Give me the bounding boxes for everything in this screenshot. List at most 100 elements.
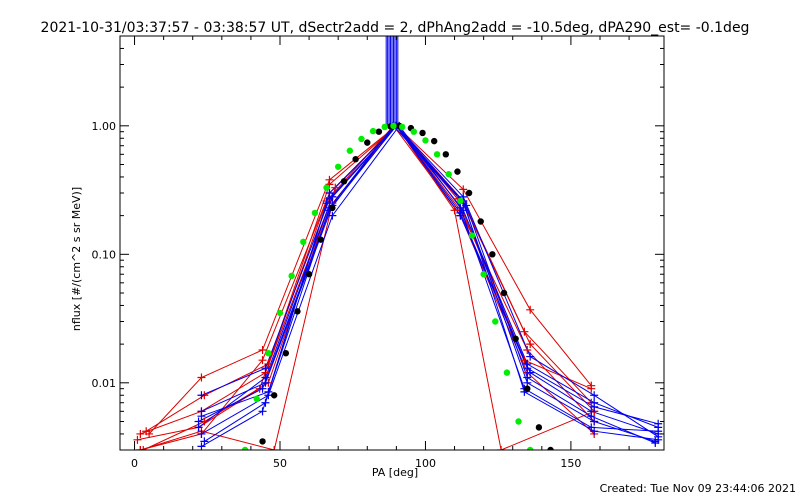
data-point-plus xyxy=(523,364,532,373)
data-point-dot xyxy=(358,135,365,143)
data-point-dot xyxy=(503,369,511,376)
data-point-plus xyxy=(459,185,468,194)
data-point-plus xyxy=(258,384,267,393)
data-point-plus xyxy=(270,446,279,450)
data-point-dot xyxy=(311,209,319,217)
data-point-plus xyxy=(197,373,206,382)
x-tick-label: 150 xyxy=(560,457,581,470)
y-tick-label: 1.00 xyxy=(92,120,117,133)
data-point-dot xyxy=(454,168,461,175)
data-point-dot xyxy=(259,438,266,445)
data-point-plus xyxy=(261,398,270,407)
series-line xyxy=(201,124,659,435)
data-point-dot xyxy=(535,424,543,431)
data-point-plus xyxy=(261,373,270,382)
x-tick-label: 50 xyxy=(273,457,287,470)
data-point-plus xyxy=(197,412,206,421)
data-point-plus xyxy=(197,442,206,450)
data-point-dot xyxy=(500,289,508,297)
x-tick-label: 100 xyxy=(415,457,436,470)
data-point-plus xyxy=(456,208,465,217)
data-point-dot xyxy=(422,137,429,144)
y-axis-label: nflux [#/(cm^2 s sr MeV)] xyxy=(70,187,83,331)
data-point-plus xyxy=(520,327,529,336)
data-point-plus xyxy=(590,427,599,436)
data-point-dot xyxy=(477,218,484,225)
data-point-plus xyxy=(136,446,145,450)
data-point-dot xyxy=(398,123,406,131)
data-point-plus xyxy=(264,387,273,396)
data-point-dot xyxy=(547,446,554,450)
data-point-dot xyxy=(489,251,496,258)
data-point-plus xyxy=(526,340,535,349)
data-point-dot xyxy=(445,171,452,178)
data-point-plus xyxy=(654,435,663,444)
series-line xyxy=(198,125,656,442)
data-point-plus xyxy=(590,391,599,400)
data-point-dot xyxy=(468,232,476,239)
data-point-plus xyxy=(523,346,532,355)
data-point-plus xyxy=(523,373,532,382)
data-point-dot xyxy=(265,349,272,357)
plot-frame xyxy=(119,35,665,451)
chart-title: 2021-10-31/03:37:57 - 03:38:57 UT, dSect… xyxy=(41,20,750,36)
data-point-dot xyxy=(329,204,336,212)
series-line xyxy=(201,125,659,441)
data-point-plus xyxy=(142,427,151,436)
data-point-dot xyxy=(492,318,499,325)
series-line xyxy=(148,125,592,435)
data-point-plus xyxy=(526,305,535,314)
data-point-plus xyxy=(587,381,596,390)
data-point-plus xyxy=(197,429,206,438)
data-point-dot xyxy=(364,139,371,146)
data-point-dot xyxy=(253,395,260,403)
data-point-dot xyxy=(282,349,290,357)
data-point-dot xyxy=(323,184,330,191)
data-point-dot xyxy=(457,197,464,205)
data-point-dot xyxy=(442,151,450,158)
data-point-plus xyxy=(328,192,337,201)
data-point-plus xyxy=(133,435,142,444)
data-point-dot xyxy=(390,122,397,130)
data-point-plus xyxy=(497,446,506,450)
data-point-dot xyxy=(276,309,284,317)
data-point-dot xyxy=(305,271,313,278)
created-timestamp: Created: Tue Nov 09 23:44:06 2021 xyxy=(600,482,796,495)
data-point-dot xyxy=(340,178,348,185)
data-point-plus xyxy=(654,419,663,428)
data-point-plus xyxy=(590,402,599,411)
data-point-dot xyxy=(512,335,519,343)
data-point-dot xyxy=(375,128,383,135)
data-point-plus xyxy=(587,412,596,421)
data-point-dot xyxy=(270,392,278,399)
x-tick-label: 0 xyxy=(131,457,138,470)
data-point-plus xyxy=(136,429,145,438)
data-point-plus xyxy=(258,407,267,416)
data-point-plus xyxy=(197,391,206,400)
series-line xyxy=(140,125,595,450)
plot-marks xyxy=(133,36,663,450)
data-point-plus xyxy=(264,360,273,369)
series-line xyxy=(201,124,659,435)
data-point-plus xyxy=(462,201,471,210)
data-point-dot xyxy=(294,308,301,315)
data-point-plus xyxy=(331,183,340,192)
data-point-dot xyxy=(369,127,377,135)
data-point-dot xyxy=(433,151,441,158)
data-point-plus xyxy=(258,346,267,355)
data-point-dot xyxy=(352,155,359,163)
series-line xyxy=(201,125,659,428)
data-point-plus xyxy=(200,437,209,446)
y-tick-label: 0.10 xyxy=(92,248,117,261)
data-point-plus xyxy=(194,423,203,432)
data-point-dot xyxy=(300,238,307,246)
series-line xyxy=(198,125,659,428)
data-point-dot xyxy=(334,163,342,170)
data-point-plus xyxy=(526,352,535,361)
data-point-plus xyxy=(590,417,599,426)
data-point-dot xyxy=(317,236,324,243)
series-line xyxy=(140,124,595,450)
data-point-dot xyxy=(241,446,249,450)
data-point-plus xyxy=(258,356,267,365)
